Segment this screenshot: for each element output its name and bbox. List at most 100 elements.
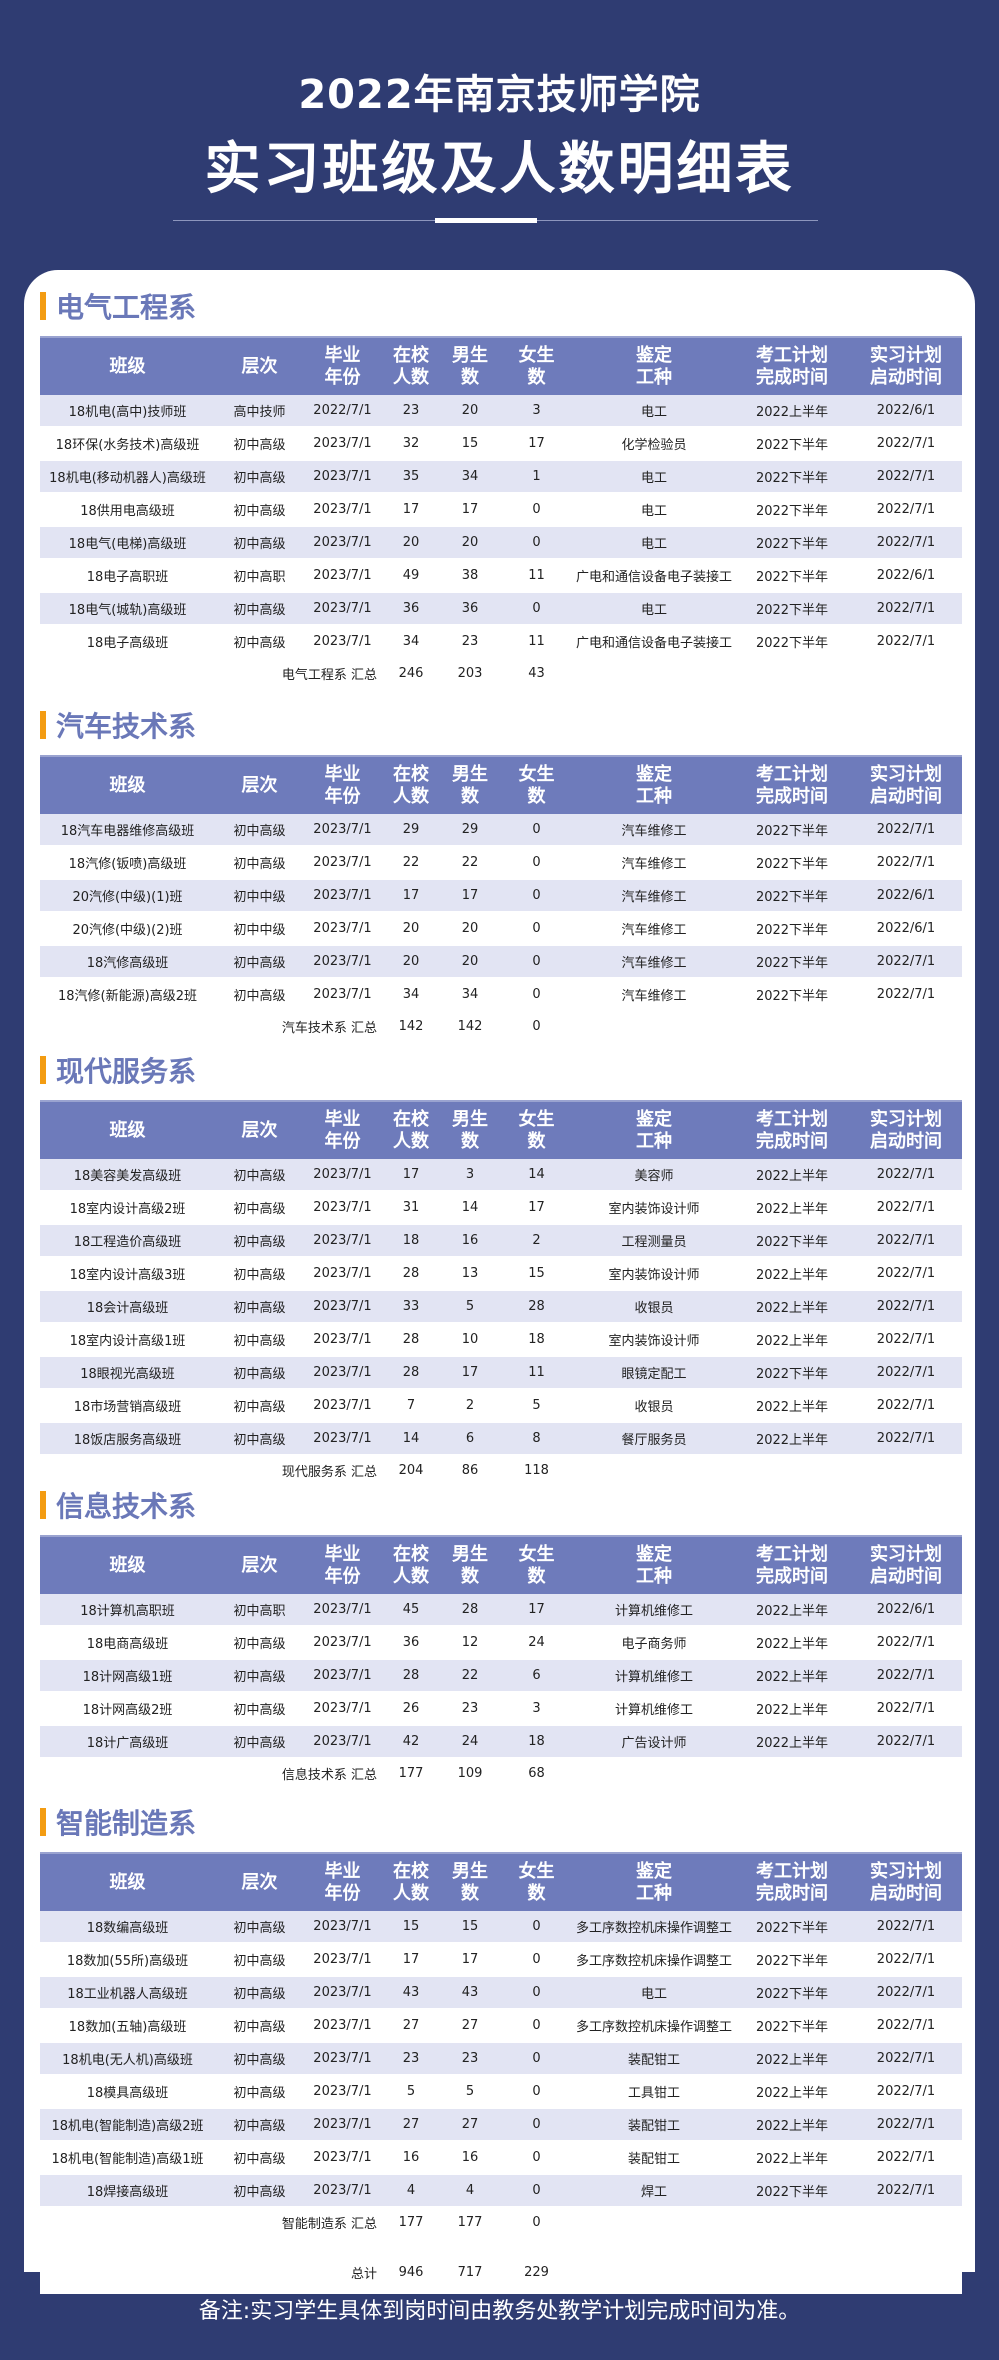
table-row: 18会计高级班 初中高级 2023/7/1 33 5 28 收银员 2022上半年 2022/7… — [40, 1290, 962, 1324]
table-cell: 初中高级 — [215, 1725, 304, 1759]
table-cell: 2022下半年 — [734, 526, 850, 560]
class-table: 班级 层次 毕业 年份 在校 人数 男生 数女生 数鉴定 工种 考工计划 完成时间 实习计划… — [40, 1852, 962, 2294]
column-header: 考工计划 完成时间 — [734, 1852, 850, 1911]
table-cell: 0 — [499, 846, 574, 880]
table-cell: 24 — [499, 1626, 574, 1660]
table-row: 18计网高级2班 初中高级 2023/7/1 26 23 3 计算机维修工 2022上半年 20… — [40, 1692, 962, 1726]
table-cell: 14 — [499, 1159, 574, 1192]
table-cell: 0 — [499, 1976, 574, 2010]
table-cell: 汽车维修工 — [574, 945, 734, 979]
table-cell: 8 — [499, 1422, 574, 1456]
table-cell: 2022下半年 — [734, 427, 850, 461]
section-title: 电气工程系 — [40, 286, 962, 326]
table-cell: 电工 — [574, 493, 734, 527]
section-name: 汽车技术系 — [56, 710, 197, 743]
column-header: 班级 — [40, 1535, 215, 1594]
table-cell: 初中高级 — [215, 1943, 304, 1977]
summary-label: 智能制造系 汇总 — [215, 2207, 381, 2238]
table-cell: 0 — [499, 493, 574, 527]
accent-bar — [40, 1056, 46, 1084]
table-cell: 23 — [381, 2042, 441, 2076]
table-cell: 17 — [441, 1356, 499, 1390]
table-cell: 初中高级 — [215, 1692, 304, 1726]
table-cell: 2022/7/1 — [850, 1257, 962, 1291]
table-cell: 高中技师 — [215, 395, 304, 428]
table-cell: 计算机维修工 — [574, 1594, 734, 1627]
table-cell: 初中高级 — [215, 526, 304, 560]
table-cell: 22 — [441, 846, 499, 880]
table-cell: 2022下半年 — [734, 493, 850, 527]
table-cell: 18数加(55所)高级班 — [40, 1943, 215, 1977]
summary-row: 现代服务系 汇总 204 86 118 — [40, 1455, 962, 1486]
table-cell: 初中高级 — [215, 2075, 304, 2109]
table-cell: 2022/6/1 — [850, 879, 962, 913]
table-cell: 17 — [499, 1191, 574, 1225]
table-row: 20汽修(中级)(1)班 初中中级 2023/7/1 17 17 0 汽车维修工 2022下半… — [40, 879, 962, 913]
table-cell: 18计网高级1班 — [40, 1659, 215, 1693]
table-cell: 2022下半年 — [734, 1911, 850, 1944]
table-cell: 2023/7/1 — [304, 1692, 381, 1726]
table-cell: 化学检验员 — [574, 427, 734, 461]
column-header: 考工计划 完成时间 — [734, 336, 850, 395]
table-header-row: 班级 层次 毕业 年份 在校 人数 男生 数女生 数鉴定 工种 考工计划 完成时间 实习计划… — [40, 1100, 962, 1159]
table-cell: 2023/7/1 — [304, 592, 381, 626]
table-cell: 初中高级 — [215, 2141, 304, 2175]
table-cell: 18供用电高级班 — [40, 493, 215, 527]
table-cell: 18室内设计高级1班 — [40, 1323, 215, 1357]
table-row: 18数加(五轴)高级班 初中高级 2023/7/1 27 27 0 多工序数控机床操作调整工… — [40, 2009, 962, 2043]
table-cell: 2023/7/1 — [304, 1725, 381, 1759]
table-cell: 2022/6/1 — [850, 559, 962, 593]
section-name: 电气工程系 — [56, 291, 197, 324]
table-cell: 室内装饰设计师 — [574, 1323, 734, 1357]
summary-female: 0 — [499, 1011, 574, 1042]
table-cell: 初中高职 — [215, 1594, 304, 1627]
table-cell: 2023/7/1 — [304, 493, 381, 527]
table-cell: 0 — [499, 1911, 574, 1944]
table-cell: 45 — [381, 1594, 441, 1627]
department-section: 汽车技术系班级 层次 毕业 年份 在校 人数 男生 数女生 数鉴定 工种 考工计划 完成时… — [40, 705, 962, 1042]
column-header: 女生 数 — [499, 1852, 574, 1911]
column-header: 鉴定 工种 — [574, 1852, 734, 1911]
table-cell: 2023/7/1 — [304, 1943, 381, 1977]
table-cell: 室内装饰设计师 — [574, 1191, 734, 1225]
column-header: 实习计划 启动时间 — [850, 336, 962, 395]
table-cell: 0 — [499, 2174, 574, 2208]
table-cell: 2022上半年 — [734, 2042, 850, 2076]
table-cell: 初中高级 — [215, 625, 304, 659]
table-cell: 2022上半年 — [734, 1389, 850, 1423]
table-cell: 18电商高级班 — [40, 1626, 215, 1660]
summary-male: 142 — [441, 1011, 499, 1042]
table-cell: 2022上半年 — [734, 2108, 850, 2142]
title-divider-accent — [435, 218, 537, 223]
table-cell: 5 — [381, 2075, 441, 2109]
table-cell: 2023/7/1 — [304, 1422, 381, 1456]
column-header: 女生 数 — [499, 1100, 574, 1159]
table-cell: 20 — [381, 912, 441, 946]
column-header: 鉴定 工种 — [574, 1535, 734, 1594]
table-row: 18机电(移动机器人)高级班 初中高级 2023/7/1 35 34 1 电工 2022下半年… — [40, 460, 962, 494]
table-cell: 18 — [499, 1323, 574, 1357]
column-header: 班级 — [40, 1100, 215, 1159]
table-cell: 2022/7/1 — [850, 1725, 962, 1759]
table-row: 18机电(无人机)高级班 初中高级 2023/7/1 23 23 0 装配钳工 2022上半年… — [40, 2042, 962, 2076]
table-cell: 3 — [441, 1159, 499, 1192]
table-cell: 17 — [499, 427, 574, 461]
table-cell: 2022/7/1 — [850, 526, 962, 560]
table-cell: 35 — [381, 460, 441, 494]
column-header: 班级 — [40, 336, 215, 395]
table-cell: 2022下半年 — [734, 1943, 850, 1977]
table-cell: 初中高级 — [215, 427, 304, 461]
table-cell: 初中高级 — [215, 978, 304, 1012]
table-cell: 初中高级 — [215, 1290, 304, 1324]
table-cell: 18模具高级班 — [40, 2075, 215, 2109]
table-cell: 初中高级 — [215, 592, 304, 626]
table-cell: 43 — [381, 1976, 441, 2010]
table-cell: 2022上半年 — [734, 2141, 850, 2175]
column-header: 层次 — [215, 1535, 304, 1594]
table-cell: 16 — [441, 2141, 499, 2175]
table-row: 18汽车电器维修高级班 初中高级 2023/7/1 29 29 0 汽车维修工 2022下半年… — [40, 814, 962, 847]
table-cell: 初中高级 — [215, 1422, 304, 1456]
department-section: 电气工程系 班级 层次 毕业 年份 在校 人数 男生 数女生 数鉴定 工种 考工计划 完成时… — [40, 286, 962, 689]
table-cell: 27 — [441, 2108, 499, 2142]
class-table: 班级 层次 毕业 年份 在校 人数 男生 数女生 数鉴定 工种 考工计划 完成时间 实习计划… — [40, 755, 962, 1042]
